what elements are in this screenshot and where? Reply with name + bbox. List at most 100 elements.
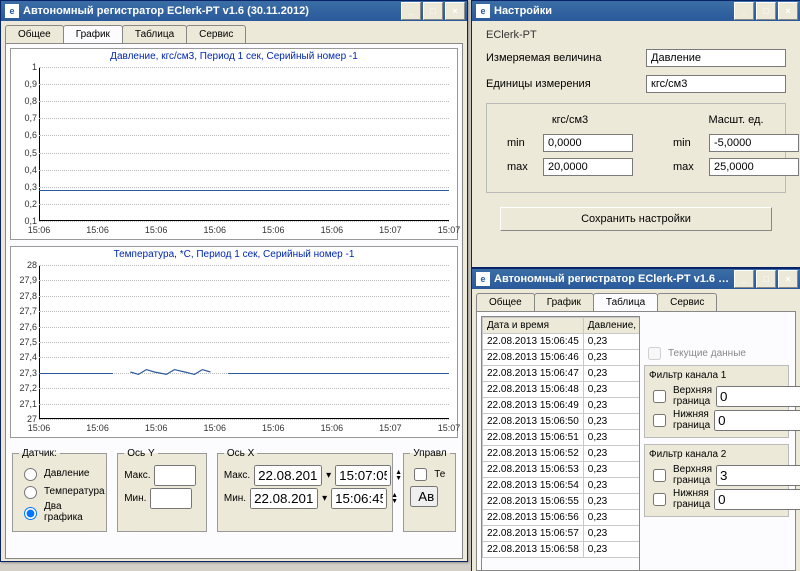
temperature-chart-title: Температура, *С, Период 1 сек, Серийный … <box>11 247 457 262</box>
table-row[interactable]: 22.08.2013 15:06:490,2327,31 <box>483 398 641 414</box>
close-button[interactable]: × <box>778 270 798 288</box>
table-row[interactable]: 22.08.2013 15:06:540,2327,25 <box>483 478 641 494</box>
table-row[interactable]: 22.08.2013 15:06:500,2327,25 <box>483 414 641 430</box>
minimize-button[interactable]: _ <box>734 270 754 288</box>
tab-service[interactable]: Сервис <box>186 25 246 43</box>
minimize-button[interactable]: _ <box>401 2 421 20</box>
filter1-upper[interactable]: Верхняя граница <box>649 385 784 407</box>
table-tabs: Общее График Таблица Сервис <box>472 289 800 311</box>
ymax-input[interactable] <box>154 465 196 486</box>
close-button[interactable]: × <box>445 2 465 20</box>
time-spinner-icon[interactable]: ▲▼ <box>395 470 402 482</box>
pressure-chart-title: Давление, кгс/см3, Период 1 сек, Серийны… <box>11 49 457 64</box>
main-tabs: Общее График Таблица Сервис <box>1 21 467 43</box>
table-row[interactable]: 22.08.2013 15:06:450,2327,31 <box>483 334 641 350</box>
ymin-input[interactable] <box>150 488 192 509</box>
table-title: Автономный регистратор EClerk-PT v1.6 (3… <box>494 273 732 285</box>
right-min-input[interactable] <box>709 134 799 152</box>
filter1-lower-value[interactable] <box>714 410 800 431</box>
axis-y-legend: Ось Y <box>124 448 157 459</box>
measured-input[interactable] <box>646 49 786 67</box>
filter1-upper-value[interactable] <box>716 386 800 407</box>
table-row[interactable]: 22.08.2013 15:06:480,2327,31 <box>483 382 641 398</box>
date-picker-icon[interactable]: ▾ <box>322 493 327 504</box>
tab-general[interactable]: Общее <box>5 25 64 43</box>
tab-chart[interactable]: График <box>534 293 594 311</box>
tab-table[interactable]: Таблица <box>122 25 187 43</box>
maximize-button[interactable]: □ <box>423 2 443 20</box>
filter2-upper-value[interactable] <box>716 465 800 486</box>
settings-title: Настройки <box>494 5 732 17</box>
units-label: Единицы измерения <box>486 78 626 90</box>
filter2-lower-value[interactable] <box>714 489 800 510</box>
check-te[interactable]: Те <box>410 465 449 484</box>
table-row[interactable]: 22.08.2013 15:06:560,2327,25 <box>483 510 641 526</box>
save-settings-button[interactable]: Сохранить настройки <box>500 207 772 231</box>
close-button[interactable]: × <box>778 2 798 20</box>
table-row[interactable]: 22.08.2013 15:06:510,2327,25 <box>483 430 641 446</box>
xmax-time[interactable] <box>335 465 391 486</box>
current-data-check[interactable]: Текущие данные <box>644 344 789 363</box>
chart-controls: Датчик: Давление Температура Два графика… <box>10 444 458 532</box>
av-button[interactable]: Ав <box>410 486 438 507</box>
tab-table[interactable]: Таблица <box>593 293 658 311</box>
xmin-date[interactable] <box>250 488 318 509</box>
settings-titlebar[interactable]: e Настройки _ □ × <box>472 1 800 21</box>
tab-chart[interactable]: График <box>63 25 123 43</box>
column-header[interactable]: Дата и время <box>483 318 584 334</box>
sensor-legend: Датчик: <box>19 448 60 459</box>
units-input[interactable] <box>646 75 786 93</box>
settings-body: EClerk-PT Измеряемая величина Единицы из… <box>472 21 800 245</box>
control-legend: Управл <box>410 448 449 459</box>
axis-x-legend: Ось X <box>224 448 257 459</box>
scale-box: кгс/см3 min max Масшт. ед. min max <box>486 103 786 193</box>
col-right-title: Масшт. ед. <box>673 114 799 126</box>
maximize-button[interactable]: □ <box>756 270 776 288</box>
filter1-box: Фильтр канала 1 Верхняя граница Нижняя г… <box>644 365 789 438</box>
filter1-lower[interactable]: Нижняя граница <box>649 409 784 431</box>
filter2-upper[interactable]: Верхняя граница <box>649 464 784 486</box>
time-spinner-icon[interactable]: ▲▼ <box>391 493 398 505</box>
maximize-button[interactable]: □ <box>756 2 776 20</box>
xmax-date[interactable] <box>254 465 322 486</box>
axis-x-group: Ось X Макс. ▾ ▲▼ Мин. ▾ ▲▼ <box>217 448 393 532</box>
pressure-plot-area: 10,90,80,70,60,50,40,30,20,115:0615:0615… <box>39 67 449 221</box>
table-titlebar[interactable]: e Автономный регистратор EClerk-PT v1.6 … <box>472 269 800 289</box>
radio-pressure[interactable]: Давление <box>19 465 100 481</box>
chart-panel: Давление, кгс/см3, Период 1 сек, Серийны… <box>5 43 463 559</box>
radio-both[interactable]: Два графика <box>19 501 100 523</box>
sensor-group: Датчик: Давление Температура Два графика <box>12 448 107 532</box>
filter1-title: Фильтр канала 1 <box>649 370 784 381</box>
table-row[interactable]: 22.08.2013 15:06:470,2327,31 <box>483 366 641 382</box>
tab-service[interactable]: Сервис <box>657 293 717 311</box>
col-left-title: кгс/см3 <box>507 114 633 126</box>
app-icon: e <box>476 4 490 18</box>
minimize-button[interactable]: _ <box>734 2 754 20</box>
temperature-plot-area: 2827,927,827,727,627,527,427,327,227,127… <box>39 265 449 419</box>
tab-general[interactable]: Общее <box>476 293 535 311</box>
app-icon: e <box>476 272 490 286</box>
main-window: e Автономный регистратор EClerk-PT v1.6 … <box>0 0 468 562</box>
table-row[interactable]: 22.08.2013 15:06:580,2327,31 <box>483 542 641 558</box>
pressure-chart: Давление, кгс/см3, Период 1 сек, Серийны… <box>10 48 458 240</box>
table-row[interactable]: 22.08.2013 15:06:530,2327,31 <box>483 462 641 478</box>
data-table: Дата и времяДавление, кгс/см3Температура… <box>482 317 640 558</box>
filter2-lower[interactable]: Нижняя граница <box>649 488 784 510</box>
radio-temperature[interactable]: Температура <box>19 483 100 499</box>
left-min-input[interactable] <box>543 134 633 152</box>
right-max-input[interactable] <box>709 158 799 176</box>
main-titlebar[interactable]: e Автономный регистратор EClerk-PT v1.6 … <box>1 1 467 21</box>
column-header[interactable]: Давление, кгс/см3 <box>583 318 640 334</box>
table-row[interactable]: 22.08.2013 15:06:570,2327,31 <box>483 526 641 542</box>
table-panel: Дата и времяДавление, кгс/см3Температура… <box>476 311 796 571</box>
data-table-wrap[interactable]: Дата и времяДавление, кгс/см3Температура… <box>481 316 640 571</box>
table-row[interactable]: 22.08.2013 15:06:550,2327,31 <box>483 494 641 510</box>
filter2-title: Фильтр канала 2 <box>649 449 784 460</box>
left-max-input[interactable] <box>543 158 633 176</box>
date-picker-icon[interactable]: ▾ <box>326 470 331 481</box>
temperature-chart: Температура, *С, Период 1 сек, Серийный … <box>10 246 458 438</box>
xmin-time[interactable] <box>331 488 387 509</box>
table-row[interactable]: 22.08.2013 15:06:520,2327,25 <box>483 446 641 462</box>
axis-y-group: Ось Y Макс. Мин. <box>117 448 207 532</box>
table-row[interactable]: 22.08.2013 15:06:460,2327,31 <box>483 350 641 366</box>
